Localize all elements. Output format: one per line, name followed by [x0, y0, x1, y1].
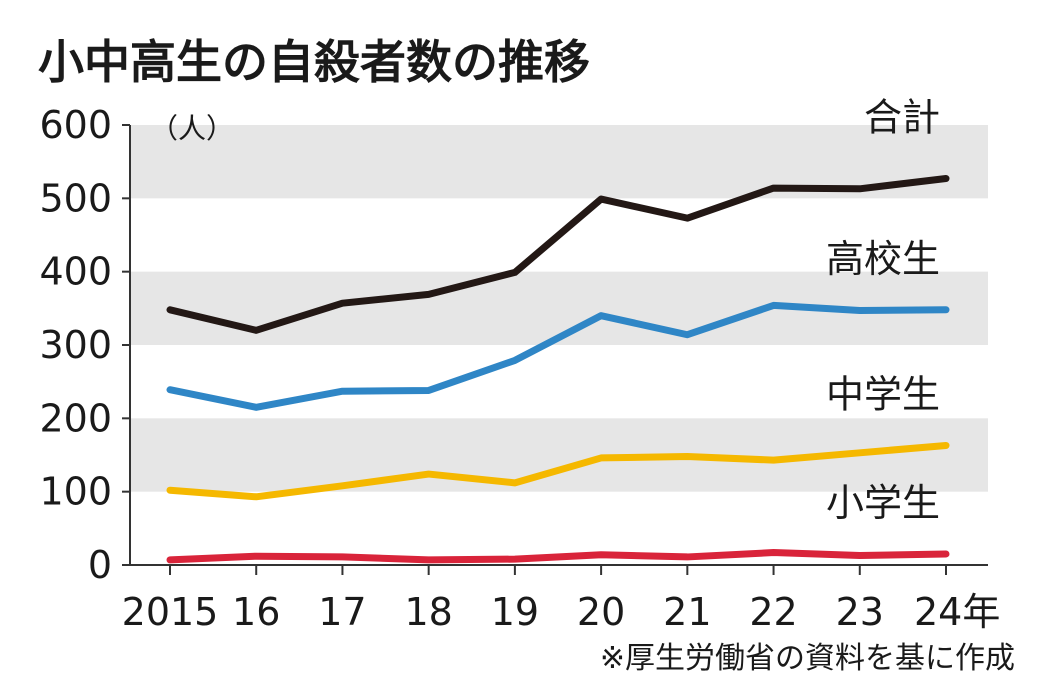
- x-tick-label: 17: [318, 590, 366, 634]
- x-tick-labels: 2015 16 17 18 19 20 21 22 23 24年: [122, 590, 1001, 634]
- y-tick-label: 200: [39, 396, 112, 440]
- y-tick-labels: 0 100 200 300 400 500 600: [39, 103, 112, 587]
- y-tick-label: 400: [39, 250, 112, 294]
- series-lines: [166, 175, 950, 564]
- x-tick-label: 19: [491, 590, 539, 634]
- y-tick-label: 500: [39, 176, 112, 220]
- series-label: 中学生: [826, 372, 940, 416]
- x-tick-label: 24年: [914, 590, 1000, 634]
- x-tick-label: 21: [663, 590, 711, 634]
- x-tick-label: 22: [749, 590, 797, 634]
- series-line-3: [166, 441, 950, 501]
- y-tick-label: 300: [39, 323, 112, 367]
- series-line-4: [166, 549, 950, 564]
- series-label: 合計: [864, 96, 940, 140]
- series-label: 小学生: [826, 481, 940, 525]
- x-tick-label: 23: [836, 590, 884, 634]
- x-tick-label: 18: [404, 590, 452, 634]
- x-tick-label: 20: [577, 590, 625, 634]
- source-note: ※厚生労働省の資料を基に作成: [600, 641, 1015, 676]
- chart-title: 小中高生の自殺者数の推移: [38, 35, 590, 89]
- x-tick-label: 2015: [122, 590, 219, 634]
- y-axis-unit-label: （人）: [150, 112, 234, 145]
- series-label: 高校生: [826, 237, 940, 281]
- series-line-1: [166, 175, 950, 334]
- series-line-2: [166, 301, 950, 411]
- y-tick-label: 600: [39, 103, 112, 147]
- y-tick-label: 100: [39, 470, 112, 514]
- axes: [122, 124, 988, 575]
- y-tick-label: 0: [88, 543, 112, 587]
- x-tick-label: 16: [232, 590, 280, 634]
